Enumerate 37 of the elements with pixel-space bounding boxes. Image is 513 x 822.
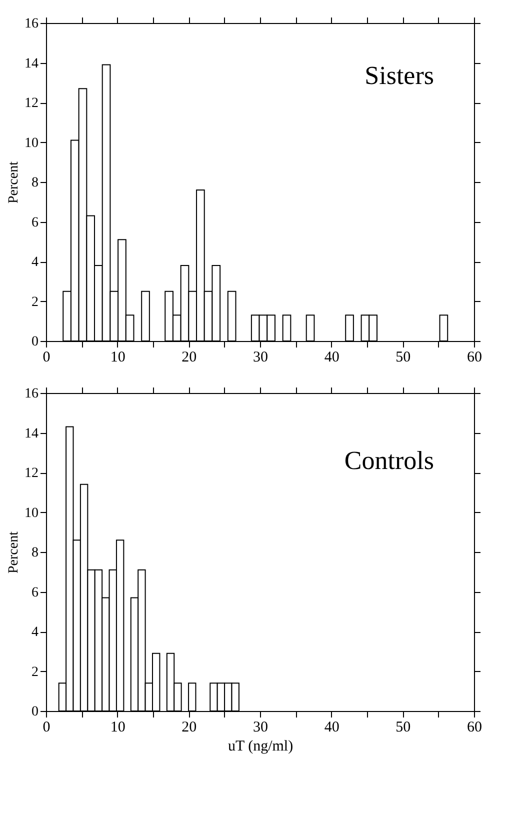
y-tick-label: 16	[24, 16, 38, 32]
y-axis-title: Percent	[6, 531, 22, 574]
x-tick-label: 0	[42, 350, 50, 366]
y-axis-title: Percent	[6, 161, 22, 204]
x-tick-label: 30	[253, 350, 268, 366]
x-tick-label: 30	[253, 720, 268, 736]
y-tick-label: 16	[24, 386, 38, 402]
x-axis-title: uT (ng/ml)	[228, 738, 294, 754]
x-tick-label: 60	[467, 350, 482, 366]
x-tick-label: 0	[42, 720, 50, 736]
y-tick-label: 10	[24, 506, 38, 521]
y-tick-label: 0	[32, 704, 38, 720]
x-tick-label: 40	[324, 720, 340, 736]
y-tick-label: 4	[32, 625, 38, 640]
text: Controls	[344, 446, 434, 475]
y-tick-label: 8	[32, 546, 38, 560]
y-tick-label: 12	[24, 96, 38, 111]
y-tick-label: 0	[32, 334, 38, 350]
text: Sisters	[364, 61, 434, 90]
y-tick-label: 6	[32, 585, 38, 600]
x-tick-label: 20	[182, 350, 197, 366]
x-tick-label: 50	[396, 350, 411, 366]
x-tick-label: 20	[182, 720, 197, 736]
y-tick-label: 4	[32, 255, 38, 270]
x-tick-label: 50	[396, 720, 411, 736]
x-tick-label: 40	[324, 350, 340, 366]
y-tick-label: 14	[24, 56, 38, 72]
y-tick-label: 6	[32, 215, 38, 230]
x-tick-label: 10	[110, 720, 126, 736]
y-tick-label: 8	[32, 176, 38, 190]
y-tick-label: 2	[32, 294, 38, 310]
y-tick-label: 12	[24, 466, 38, 481]
x-tick-label: 10	[110, 350, 126, 366]
y-tick-label: 10	[24, 136, 38, 151]
y-tick-label: 2	[32, 664, 38, 680]
x-tick-label: 60	[467, 720, 482, 736]
y-tick-label: 14	[24, 426, 38, 442]
